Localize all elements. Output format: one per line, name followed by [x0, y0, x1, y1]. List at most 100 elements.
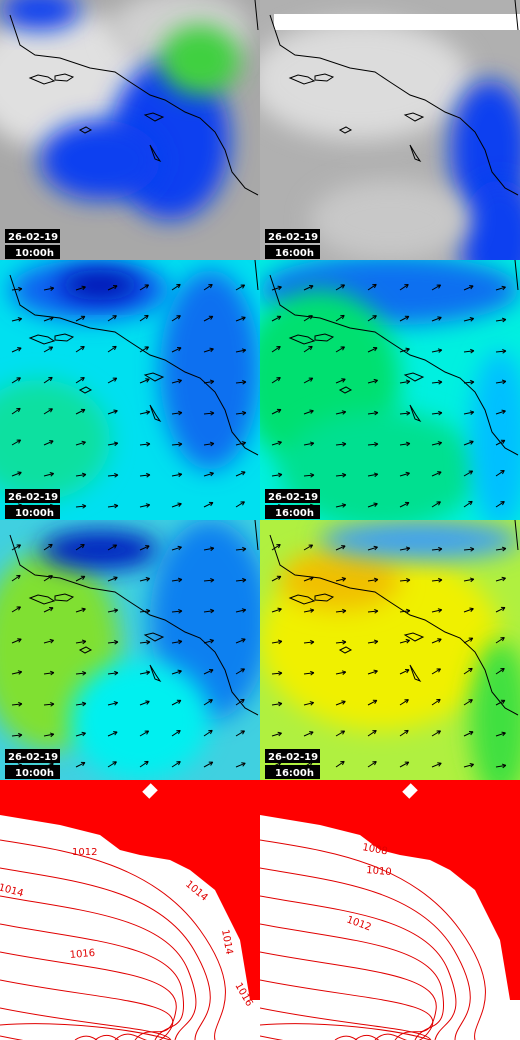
label-box [265, 765, 320, 779]
wind-arrow [171, 699, 182, 706]
wind-arrow [463, 500, 473, 508]
wind-arrow-head [145, 577, 151, 582]
wind-arrow-head [145, 378, 150, 383]
wind-arrow-head [113, 285, 118, 290]
wind-arrow-head [277, 440, 282, 446]
wind-arrow [203, 380, 214, 384]
wind-arrow [75, 575, 86, 582]
isobar-label: 1014 [0, 882, 25, 899]
wind-arrow-head [144, 730, 150, 735]
wind-arrow [271, 315, 282, 322]
wind-arrow [431, 730, 441, 737]
wind-arrow-head [81, 701, 87, 707]
wind-arrow [303, 641, 314, 644]
wind-arrow [11, 703, 22, 706]
wind-arrow-head [145, 670, 151, 675]
wind-arrow-head [81, 285, 86, 291]
wind-arrow-head [208, 501, 214, 507]
wind-arrow [43, 376, 53, 384]
wind-arrow-head [308, 377, 314, 382]
wind-arrow-head [144, 346, 149, 351]
wind-arrow-head [178, 441, 183, 447]
wind-arrow [203, 502, 214, 508]
wind-arrow [235, 412, 246, 415]
wind-arrow-head [18, 286, 23, 292]
wind-arrow [171, 443, 182, 446]
wind-arrow-head [276, 345, 281, 351]
wind-arrow [367, 670, 378, 675]
wind-arrow-head [405, 668, 410, 674]
wind-arrow-head [437, 638, 442, 643]
wind-arrow-head [145, 503, 151, 508]
wind-arrow [463, 637, 473, 644]
wind-arrow-head [405, 608, 411, 614]
wind-arrow-head [49, 606, 54, 612]
wind-arrow-head [177, 378, 182, 384]
wind-arrow-head [208, 283, 213, 289]
wind-arrow-head [16, 439, 22, 444]
wind-arrow [271, 286, 282, 291]
wind-arrow-head [241, 762, 246, 767]
wind-arrow [43, 575, 53, 582]
wind-arrow [171, 578, 182, 582]
wind-arrow [75, 286, 86, 291]
wind-arrow-head [112, 315, 117, 320]
wind-arrow [203, 472, 214, 477]
wind-arrow [171, 670, 182, 675]
wind-arrow-head [177, 346, 182, 352]
wind-arrow [367, 610, 378, 613]
isobar-line [260, 895, 457, 1040]
wind-arrow [463, 411, 474, 415]
wind-arrow-head [113, 409, 118, 414]
wind-arrow [303, 731, 314, 737]
wind-arrow [235, 349, 246, 353]
wind-arrow [367, 761, 377, 768]
wind-arrow-head [405, 347, 410, 353]
wind-arrow [11, 574, 21, 582]
wind-arrow [235, 501, 245, 508]
wind-arrow [139, 443, 150, 446]
wind-arrow-head [48, 376, 53, 382]
wind-arrow [75, 703, 86, 706]
wind-arrow [235, 381, 246, 384]
wind-arrow-head [468, 637, 474, 642]
label-box [265, 489, 320, 503]
wind-arrow-head [308, 544, 314, 549]
wind-arrow-head [469, 607, 474, 612]
wind-arrow [431, 579, 442, 582]
wind-arrow [203, 547, 214, 551]
time-label: 16:00h [275, 248, 314, 259]
wind-arrow-head [209, 608, 215, 614]
wind-arrow [399, 502, 410, 508]
wind-arrow [495, 501, 505, 508]
wind-arrow [399, 472, 410, 477]
wind-arrow [107, 576, 118, 582]
wind-arrow [431, 762, 442, 768]
wind-arrow-head [342, 608, 347, 614]
wind-arrow [495, 439, 506, 446]
wind-arrow-head [113, 731, 118, 736]
wind-arrow [171, 283, 181, 291]
wind-arrow [235, 316, 246, 322]
wind-arrow [303, 442, 314, 446]
time-label: 10:00h [15, 768, 54, 779]
field-blob [0, 10, 150, 150]
wind-arrow-head [113, 576, 118, 581]
wind-arrow-head [242, 410, 247, 416]
wind-arrow-head [373, 502, 378, 507]
field-blob [470, 640, 520, 780]
wind-arrow [271, 575, 282, 582]
wind-arrow-head [48, 346, 54, 351]
map-panel: 26-02-19 10:00h [0, 520, 260, 780]
wind-arrow [399, 669, 410, 675]
isobar-line [0, 867, 211, 1040]
wind-arrow [495, 286, 506, 291]
wind-arrow [43, 316, 54, 322]
wind-arrow-head [340, 314, 345, 320]
wind-arrow [107, 377, 117, 384]
wind-arrow-head [276, 377, 281, 382]
wind-arrow-head [437, 348, 443, 353]
wind-arrow [203, 412, 214, 415]
wind-arrow [43, 672, 54, 675]
wind-arrow-head [469, 285, 474, 290]
